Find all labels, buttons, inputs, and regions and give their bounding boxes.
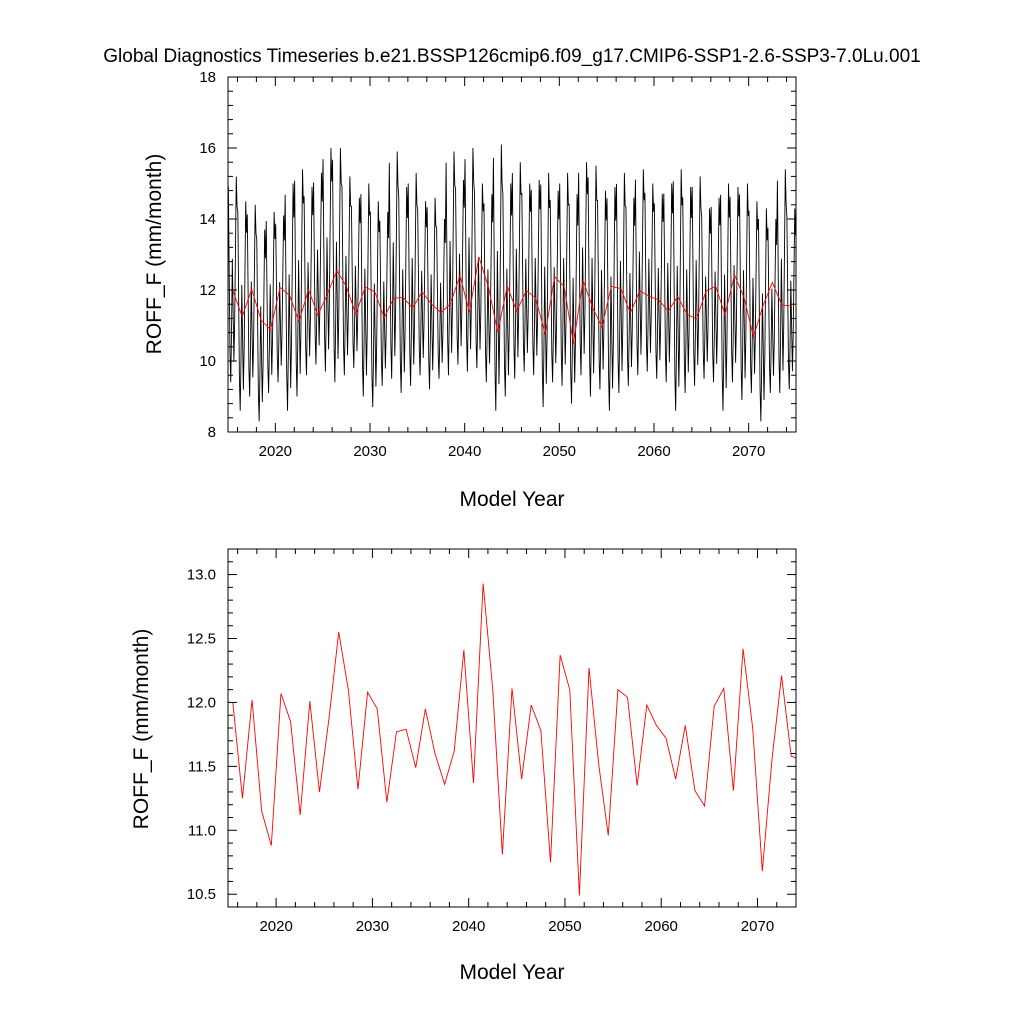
bottom-y-tick-label: 10.5: [187, 886, 216, 903]
bottom-x-axis-title: Model Year: [459, 961, 564, 984]
figure-title: Global Diagnostics Timeseries b.e21.BSSP…: [103, 46, 920, 67]
bottom-y-tick-label: 13.0: [187, 567, 216, 584]
top-x-axis-title: Model Year: [459, 488, 564, 511]
top-y-tick-label: 8: [208, 424, 216, 441]
bottom-plot-frame: [227, 548, 797, 908]
bottom-x-tick-label: 2030: [356, 918, 389, 935]
top-x-tick-label: 2050: [543, 443, 576, 460]
top-plot-frame: [227, 76, 797, 433]
top-y-tick-label: 12: [199, 282, 216, 299]
bottom-y-tick-label: 12.0: [187, 694, 216, 711]
bottom-series-layer: [232, 583, 796, 896]
bottom-x-tick-label: 2050: [548, 918, 581, 935]
bottom-x-tick-label: 2020: [259, 918, 292, 935]
top-series-layer: [228, 144, 796, 422]
top-y-tick-label: 18: [199, 69, 216, 86]
bottom-x-tick-label: 2060: [645, 918, 678, 935]
top-x-tick-label: 2040: [448, 443, 481, 460]
top-series-monthly-line: [228, 144, 796, 422]
top-x-tick-label: 2070: [732, 443, 765, 460]
bottom-series-annual-line: [232, 583, 796, 896]
bottom-y-tick-label: 12.5: [187, 631, 216, 648]
top-x-tick-label: 2060: [637, 443, 670, 460]
bottom-y-axis-title: ROFF_F (mm/month): [130, 629, 153, 830]
bottom-x-tick-label: 2070: [741, 918, 774, 935]
bottom-x-tick-label: 2040: [452, 918, 485, 935]
top-x-tick-label: 2030: [353, 443, 386, 460]
bottom-y-tick-label: 11.0: [188, 822, 216, 839]
top-y-tick-label: 10: [199, 353, 216, 370]
bottom-tick-layer: 2020 2030 2040 2050 2060 2070 10.5 11.0 11.5 12.0…: [187, 548, 797, 935]
top-y-tick-label: 14: [199, 211, 216, 228]
bottom-panel: 2020 2030 2040 2050 2060 2070 10.5 11.0 11.5 12.0…: [130, 548, 797, 984]
top-panel: 2020 2030 2040 2050 2060 2070 8 10 12 14 16 18 Mode…: [143, 69, 797, 511]
top-series-annual-line: [232, 256, 792, 344]
bottom-y-tick-label: 11.5: [188, 758, 216, 775]
top-tick-layer: 2020 2030 2040 2050 2060 2070 8 10 12 14 16 18: [199, 69, 796, 460]
top-x-tick-label: 2020: [259, 443, 292, 460]
top-y-tick-label: 16: [199, 140, 216, 157]
top-y-axis-title: ROFF_F (mm/month): [143, 154, 166, 355]
